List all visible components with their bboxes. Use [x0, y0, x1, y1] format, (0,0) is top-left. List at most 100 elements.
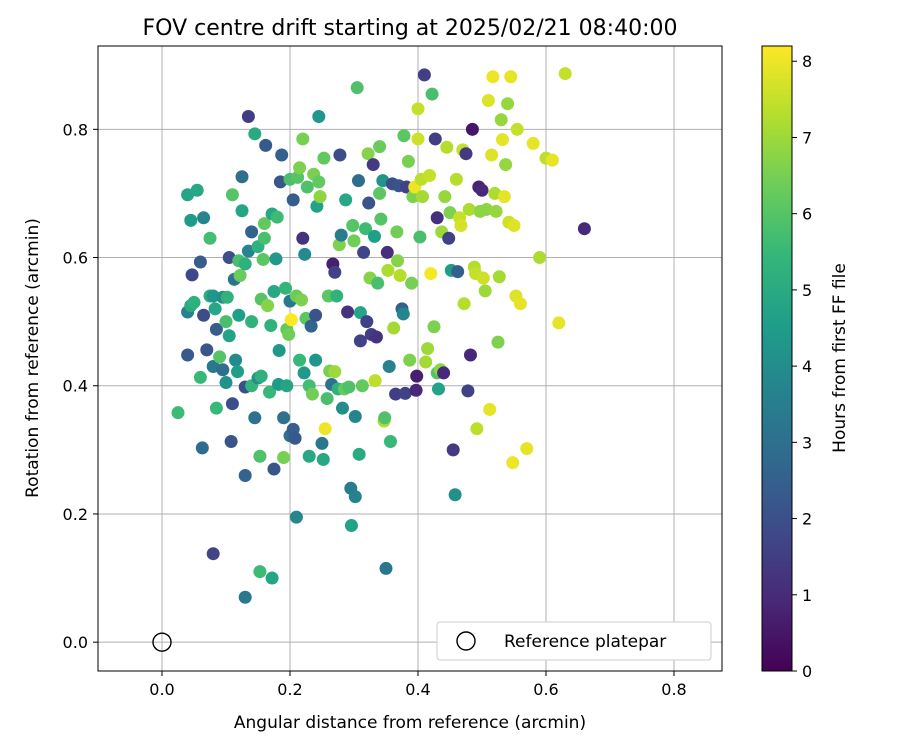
data-point [373, 186, 387, 200]
colorbar-label: Hours from first FF file [830, 263, 850, 453]
x-tick-label: 0.2 [277, 680, 302, 699]
data-point [293, 161, 307, 175]
data-point [387, 321, 401, 335]
data-point [381, 263, 395, 277]
colorbar-tick-label: 6 [802, 205, 812, 224]
data-point [197, 308, 211, 322]
data-point [289, 510, 303, 524]
data-point [203, 231, 217, 245]
data-point [346, 218, 360, 232]
data-point [267, 462, 281, 476]
data-point [200, 343, 214, 357]
data-point [428, 132, 442, 146]
data-point [470, 422, 484, 436]
data-point [359, 222, 373, 236]
data-points [152, 67, 591, 652]
data-point [348, 490, 362, 504]
data-point [373, 140, 387, 154]
colorbar-tick-label: 5 [802, 281, 812, 300]
x-tick-label: 0.0 [149, 680, 174, 699]
y-tick-label: 0.2 [63, 505, 88, 524]
data-point [352, 447, 366, 461]
data-point [296, 132, 310, 146]
data-point [415, 190, 429, 204]
data-point [361, 147, 375, 161]
data-point [257, 231, 271, 245]
data-point [333, 148, 347, 162]
data-point [309, 308, 323, 322]
data-point [305, 387, 319, 401]
colorbar-gradient [761, 45, 793, 672]
data-point [280, 379, 294, 393]
data-point [417, 68, 431, 82]
data-point [397, 129, 411, 143]
y-tick-label: 0.8 [63, 120, 88, 139]
data-point [351, 174, 365, 188]
data-point [507, 218, 521, 232]
data-point [413, 230, 427, 244]
data-point [209, 401, 223, 415]
data-point [312, 175, 326, 189]
data-point [360, 315, 374, 329]
data-point [213, 350, 227, 364]
plot-frame [97, 45, 723, 672]
data-point [389, 387, 403, 401]
reference-point-marker [152, 632, 172, 652]
data-point [552, 316, 566, 330]
colorbar: 0 1 2 3 4 5 6 7 8 Hours from first FF file [761, 45, 850, 681]
data-point [513, 297, 527, 311]
data-point [312, 110, 326, 124]
data-point [446, 443, 460, 457]
data-point [332, 238, 346, 252]
data-point [309, 353, 323, 367]
data-point [263, 385, 277, 399]
data-point [195, 441, 209, 455]
data-point [330, 289, 344, 303]
data-point [457, 297, 471, 311]
x-axis-label: Angular distance from reference (arcmin) [234, 713, 586, 733]
colorbar-tick-label: 1 [802, 586, 812, 605]
data-point [438, 190, 452, 204]
data-point [284, 313, 298, 327]
y-axis-label: Rotation from reference (arcmin) [23, 218, 43, 498]
data-point [476, 271, 490, 285]
data-point [300, 180, 314, 194]
data-point [185, 268, 199, 282]
data-point [462, 202, 476, 216]
data-point [341, 305, 355, 319]
data-point [193, 370, 207, 384]
data-point [357, 245, 371, 259]
data-point [224, 435, 238, 449]
data-point [181, 348, 195, 362]
data-point [440, 140, 454, 154]
data-point [437, 366, 451, 380]
data-point [197, 211, 211, 225]
data-point [355, 379, 369, 393]
data-point [405, 276, 419, 290]
data-point [449, 172, 463, 186]
x-tick-label: 0.8 [661, 680, 686, 699]
data-point [235, 204, 249, 218]
legend-reference-marker [456, 631, 476, 651]
data-point [295, 293, 309, 307]
data-point [328, 365, 342, 379]
colorbar-tick-label: 3 [802, 433, 812, 452]
data-point [209, 322, 223, 336]
data-point [253, 449, 267, 463]
colorbar-tick-label: 0 [802, 662, 812, 681]
data-point [371, 276, 385, 290]
data-point [423, 168, 437, 182]
data-point [275, 148, 289, 162]
data-point [398, 386, 412, 400]
data-point [353, 306, 367, 320]
data-point [396, 307, 410, 321]
data-point [378, 411, 392, 425]
data-point [483, 402, 497, 416]
data-point [277, 451, 291, 465]
data-point [374, 212, 388, 226]
colorbar-tick-label: 8 [802, 52, 812, 71]
data-point [353, 334, 367, 348]
data-point [454, 218, 468, 232]
grid-lines [98, 46, 722, 671]
data-point [478, 284, 492, 298]
